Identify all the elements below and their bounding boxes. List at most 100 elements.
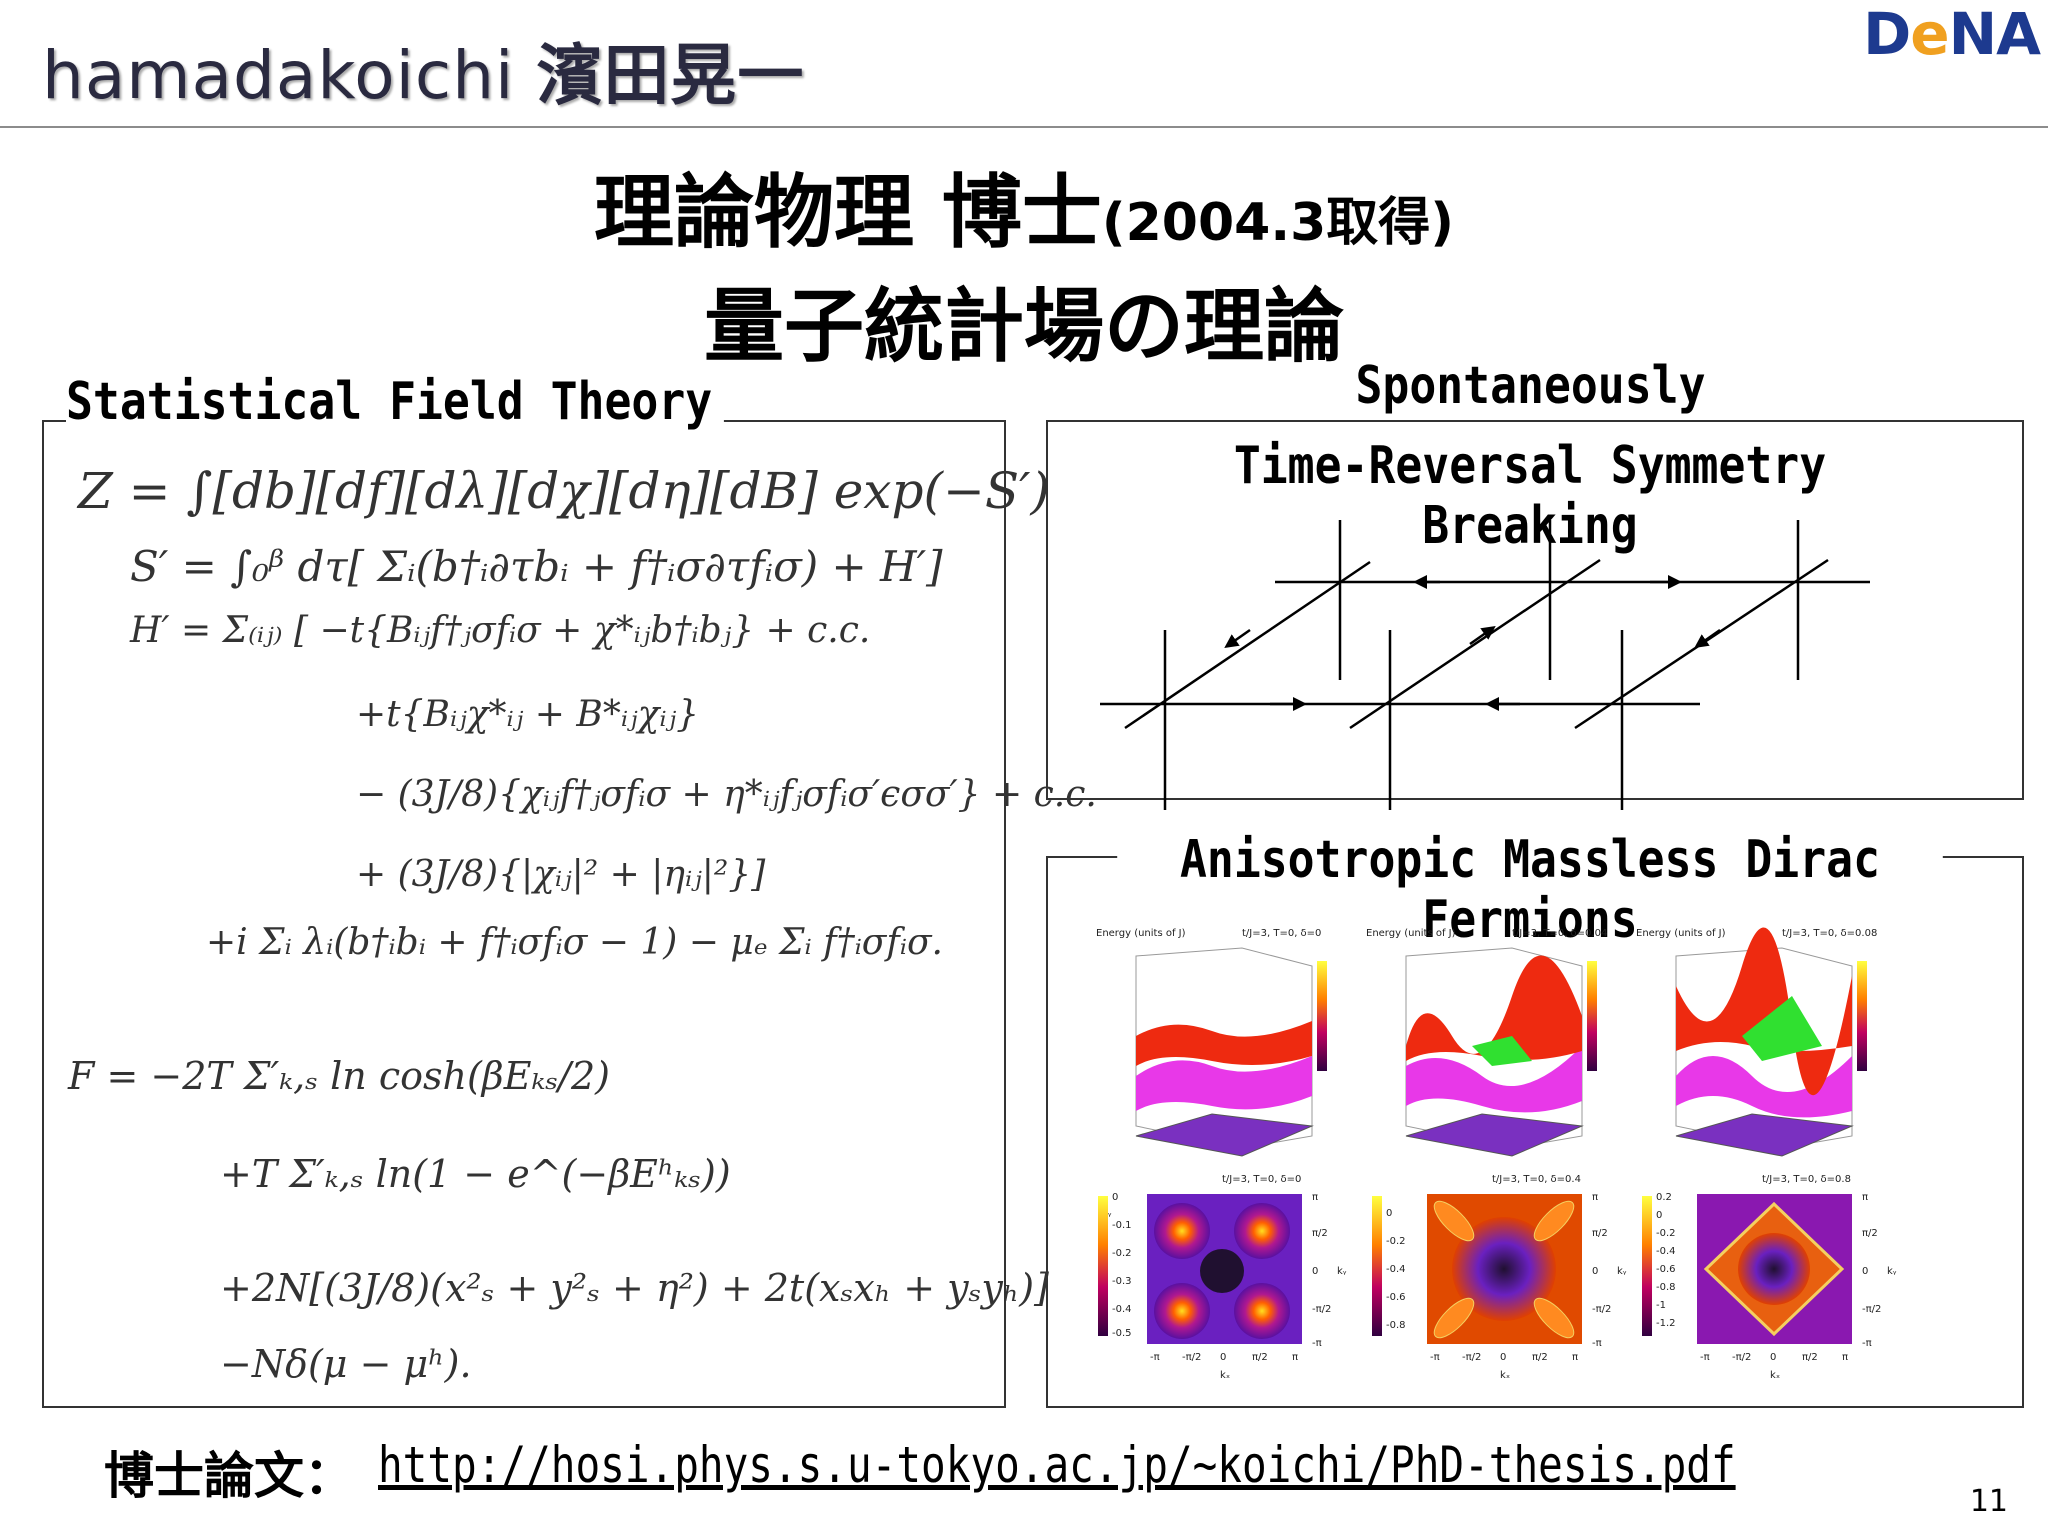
action-equation: S′ = ∫₀ᵝ dτ[ Σᵢ(b†ᵢ∂τbᵢ + f†ᵢσ∂τfᵢσ) + H…: [130, 542, 943, 591]
svg-text:π: π: [1842, 1352, 1848, 1363]
svg-text:t/J=3, T=0, δ=0.8: t/J=3, T=0, δ=0.8: [1762, 1174, 1851, 1185]
svg-text:Energy (units of J): Energy (units of J): [1096, 928, 1186, 939]
svg-text:-π/2: -π/2: [1592, 1304, 1611, 1315]
free-energy-line-1: F = −2T Σ′ₖ,ₛ ln cosh(βEₖₛ/2): [68, 1054, 610, 1098]
degree-title: 理論物理 博士: [593, 166, 1102, 259]
hamiltonian-line-4: + (3J/8){|χᵢⱼ|² + |ηᵢⱼ|²}]: [356, 854, 766, 895]
svg-text:0: 0: [1386, 1208, 1392, 1219]
dena-logo: DeNA: [1863, 0, 2041, 68]
svg-text:-0.8: -0.8: [1656, 1282, 1676, 1293]
section-title-statistical-field-theory: Statistical Field Theory: [66, 372, 725, 432]
svg-text:-0.6: -0.6: [1656, 1264, 1676, 1275]
svg-text:Energy (units of J): Energy (units of J): [1636, 928, 1726, 939]
svg-text:-π: -π: [1430, 1352, 1440, 1363]
thesis-link[interactable]: http://hosi.phys.s.u-tokyo.ac.jp/~koichi…: [378, 1436, 1736, 1494]
symmetry-breaking-box: [1046, 420, 2024, 800]
svg-text:-π: -π: [1150, 1352, 1160, 1363]
svg-text:0: 0: [1862, 1266, 1868, 1277]
section-title-spontaneously: Spontaneously: [1050, 356, 2010, 416]
svg-text:kᵧ: kᵧ: [1337, 1266, 1347, 1277]
free-energy-line-3: +2N[(3J/8)(x²ₛ + y²ₛ + η²) + 2t(xₛxₕ + y…: [220, 1266, 1049, 1310]
svg-text:-0.2: -0.2: [1386, 1236, 1406, 1247]
svg-text:0: 0: [1592, 1266, 1598, 1277]
svg-text:t/J=3, T=0, δ=0: t/J=3, T=0, δ=0: [1242, 928, 1321, 939]
svg-text:π/2: π/2: [1312, 1228, 1328, 1239]
free-energy-line-4: −Nδ(μ − μʰ).: [220, 1342, 472, 1386]
svg-text:0: 0: [1220, 1352, 1226, 1363]
svg-text:-0.4: -0.4: [1386, 1264, 1406, 1275]
arrow-diagonal-icon: [1469, 625, 1496, 646]
surface-plot-1: Energy (units of J) t/J=3, T=0, δ=0 kᵧ: [1096, 928, 1327, 1219]
slide-title: 理論物理 博士(2004.3取得): [0, 148, 2048, 264]
svg-text:kₓ: kₓ: [1500, 1370, 1510, 1381]
surface-plot-2: Energy (units of J) t/J=3, T=0, δ=0.04: [1366, 928, 1607, 1157]
svg-text:-π: -π: [1592, 1338, 1602, 1349]
arrow-diagonal-icon: [1224, 628, 1251, 649]
svg-text:0: 0: [1312, 1266, 1318, 1277]
author-name-jp: 濱田晃一: [536, 37, 805, 114]
lattice-flux-diagram: [1100, 520, 1870, 810]
svg-text:-0.4: -0.4: [1656, 1246, 1676, 1257]
svg-text:t/J=3, T=0, δ=0.08: t/J=3, T=0, δ=0.08: [1782, 928, 1877, 939]
svg-text:-0.5: -0.5: [1112, 1328, 1132, 1339]
svg-text:π: π: [1572, 1352, 1578, 1363]
svg-text:-0.2: -0.2: [1112, 1248, 1132, 1259]
dirac-fermion-plots: Energy (units of J) t/J=3, T=0, δ=0 kᵧ E…: [1096, 927, 1897, 1381]
thesis-label: 博士論文：: [104, 1447, 354, 1505]
svg-text:π/2: π/2: [1802, 1352, 1818, 1363]
surface-plot-3: Energy (units of J) t/J=3, T=0, δ=0.08: [1636, 927, 1877, 1157]
arrow-diagonal-icon: [1694, 628, 1721, 649]
slide-subtitle: 量子統計場の理論: [704, 280, 1344, 373]
svg-text:0: 0: [1656, 1210, 1662, 1221]
free-energy-line-2: +T Σ′ₖ,ₛ ln(1 − e^(−βEʰₖₛ)): [220, 1152, 731, 1196]
svg-text:t/J=3, T=0, δ=0: t/J=3, T=0, δ=0: [1222, 1174, 1301, 1185]
svg-text:π: π: [1292, 1352, 1298, 1363]
author-name-latin: hamadakoichi: [42, 37, 515, 114]
svg-text:π/2: π/2: [1592, 1228, 1608, 1239]
svg-text:0: 0: [1112, 1192, 1118, 1203]
svg-text:π: π: [1862, 1192, 1868, 1203]
section-title-dirac-fermions: Anisotropic Massless Dirac Fermions: [1050, 830, 2010, 950]
svg-text:kₓ: kₓ: [1770, 1370, 1780, 1381]
svg-text:0.2: 0.2: [1656, 1192, 1672, 1203]
page-number: 11: [1969, 1484, 2008, 1519]
svg-text:π/2: π/2: [1532, 1352, 1548, 1363]
svg-text:-π: -π: [1862, 1338, 1872, 1349]
hamiltonian-line-5: +i Σᵢ λᵢ(b†ᵢbᵢ + f†ᵢσfᵢσ − 1) − μₑ Σᵢ f†…: [206, 922, 943, 963]
svg-text:-π/2: -π/2: [1182, 1352, 1201, 1363]
svg-text:kₓ: kₓ: [1220, 1370, 1230, 1381]
degree-year: (2004.3取得): [1101, 193, 1455, 253]
contour-plot-1: t/J=3, T=0, δ=0 0 -0.1 -0.2 -0.3 -0.4 -0…: [1098, 1174, 1347, 1381]
hamiltonian-line-3: − (3J/8){χᵢⱼf†ⱼσfᵢσ + η*ᵢⱼfⱼσfᵢσ′ϵσσ′} +…: [356, 774, 1097, 815]
svg-text:-π/2: -π/2: [1732, 1352, 1751, 1363]
svg-text:π: π: [1312, 1192, 1318, 1203]
svg-text:-π/2: -π/2: [1862, 1304, 1881, 1315]
svg-text:kᵧ: kᵧ: [1887, 1266, 1897, 1277]
svg-text:-0.2: -0.2: [1656, 1228, 1676, 1239]
hamiltonian-line-1: H′ = Σ₍ᵢⱼ₎ [ −t{Bᵢⱼf†ⱼσfᵢσ + χ*ᵢⱼb†ᵢbⱼ} …: [130, 610, 871, 651]
svg-text:-1.2: -1.2: [1656, 1318, 1676, 1329]
svg-text:t/J=3, T=0, δ=0.4: t/J=3, T=0, δ=0.4: [1492, 1174, 1581, 1185]
hamiltonian-line-2: +t{Bᵢⱼχ*ᵢⱼ + B*ᵢⱼχᵢⱼ}: [356, 694, 700, 735]
section-title-time-reversal: Time-Reversal Symmetry Breaking: [1050, 436, 2010, 556]
contour-plot-3: t/J=3, T=0, δ=0.8 0.2 0 -0.2 -0.4 -0.6 -…: [1642, 1174, 1897, 1381]
svg-text:π: π: [1592, 1192, 1598, 1203]
svg-text:kᵧ: kᵧ: [1617, 1266, 1627, 1277]
svg-text:-0.4: -0.4: [1112, 1304, 1132, 1315]
svg-text:-π: -π: [1700, 1352, 1710, 1363]
svg-text:0: 0: [1500, 1352, 1506, 1363]
svg-text:-π/2: -π/2: [1312, 1304, 1331, 1315]
svg-text:-π: -π: [1312, 1338, 1322, 1349]
svg-text:t/J=3, T=0, δ=0.04: t/J=3, T=0, δ=0.04: [1512, 928, 1607, 939]
svg-text:-0.8: -0.8: [1386, 1320, 1406, 1331]
svg-text:-0.3: -0.3: [1112, 1276, 1132, 1287]
svg-text:0: 0: [1770, 1352, 1776, 1363]
partition-function-equation: Z = ∫[db][df][dλ][dχ][dη][dB] exp(−S′): [78, 462, 1050, 520]
contour-plot-2: t/J=3, T=0, δ=0.4 0 -0.2 -0.4 -0.6 -0.8 …: [1372, 1174, 1627, 1381]
header-title: hamadakoichi 濱田晃一: [42, 22, 804, 118]
svg-text:π/2: π/2: [1862, 1228, 1878, 1239]
header-divider: [0, 126, 2048, 128]
svg-text:-0.1: -0.1: [1112, 1220, 1132, 1231]
svg-text:-1: -1: [1656, 1300, 1666, 1311]
svg-text:-0.6: -0.6: [1386, 1292, 1406, 1303]
